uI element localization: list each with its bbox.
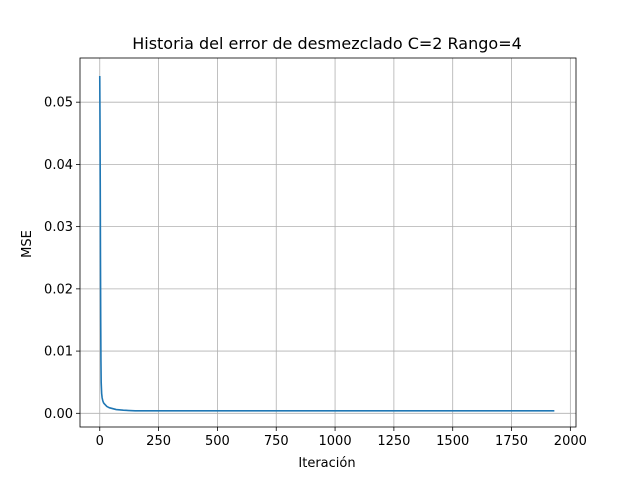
plot-frame <box>79 57 577 428</box>
y-tick-label: 0.04 <box>44 158 73 173</box>
x-tick-label: 1250 <box>377 434 410 449</box>
grid-layer <box>80 58 576 427</box>
y-tick-label: 0.00 <box>44 407 73 422</box>
x-tick-label: 2000 <box>554 434 587 449</box>
x-tick-label: 500 <box>205 434 230 449</box>
x-tick-label: 1000 <box>319 434 352 449</box>
series-line <box>98 76 555 412</box>
y-tick-label: 0.01 <box>44 345 73 360</box>
y-axis-label: MSE <box>20 230 35 258</box>
chart-title: Historia del error de desmezclado C=2 Ra… <box>132 34 522 53</box>
y-tick-label: 0.02 <box>44 282 73 297</box>
line-layer <box>98 76 555 412</box>
x-tick-label: 750 <box>264 434 289 449</box>
x-tick-label: 1750 <box>495 434 528 449</box>
y-tick-label: 0.03 <box>44 220 73 235</box>
x-tick-label: 0 <box>96 434 104 449</box>
y-tick-label: 0.05 <box>44 96 73 111</box>
axes-layer: 0 250 500 750 1000 1250 1500 1750 2000 0.00 0.01 0.… <box>44 57 587 449</box>
x-axis-label: Iteración <box>298 456 355 471</box>
x-tick-label: 250 <box>146 434 171 449</box>
x-tick-label: 1500 <box>436 434 469 449</box>
